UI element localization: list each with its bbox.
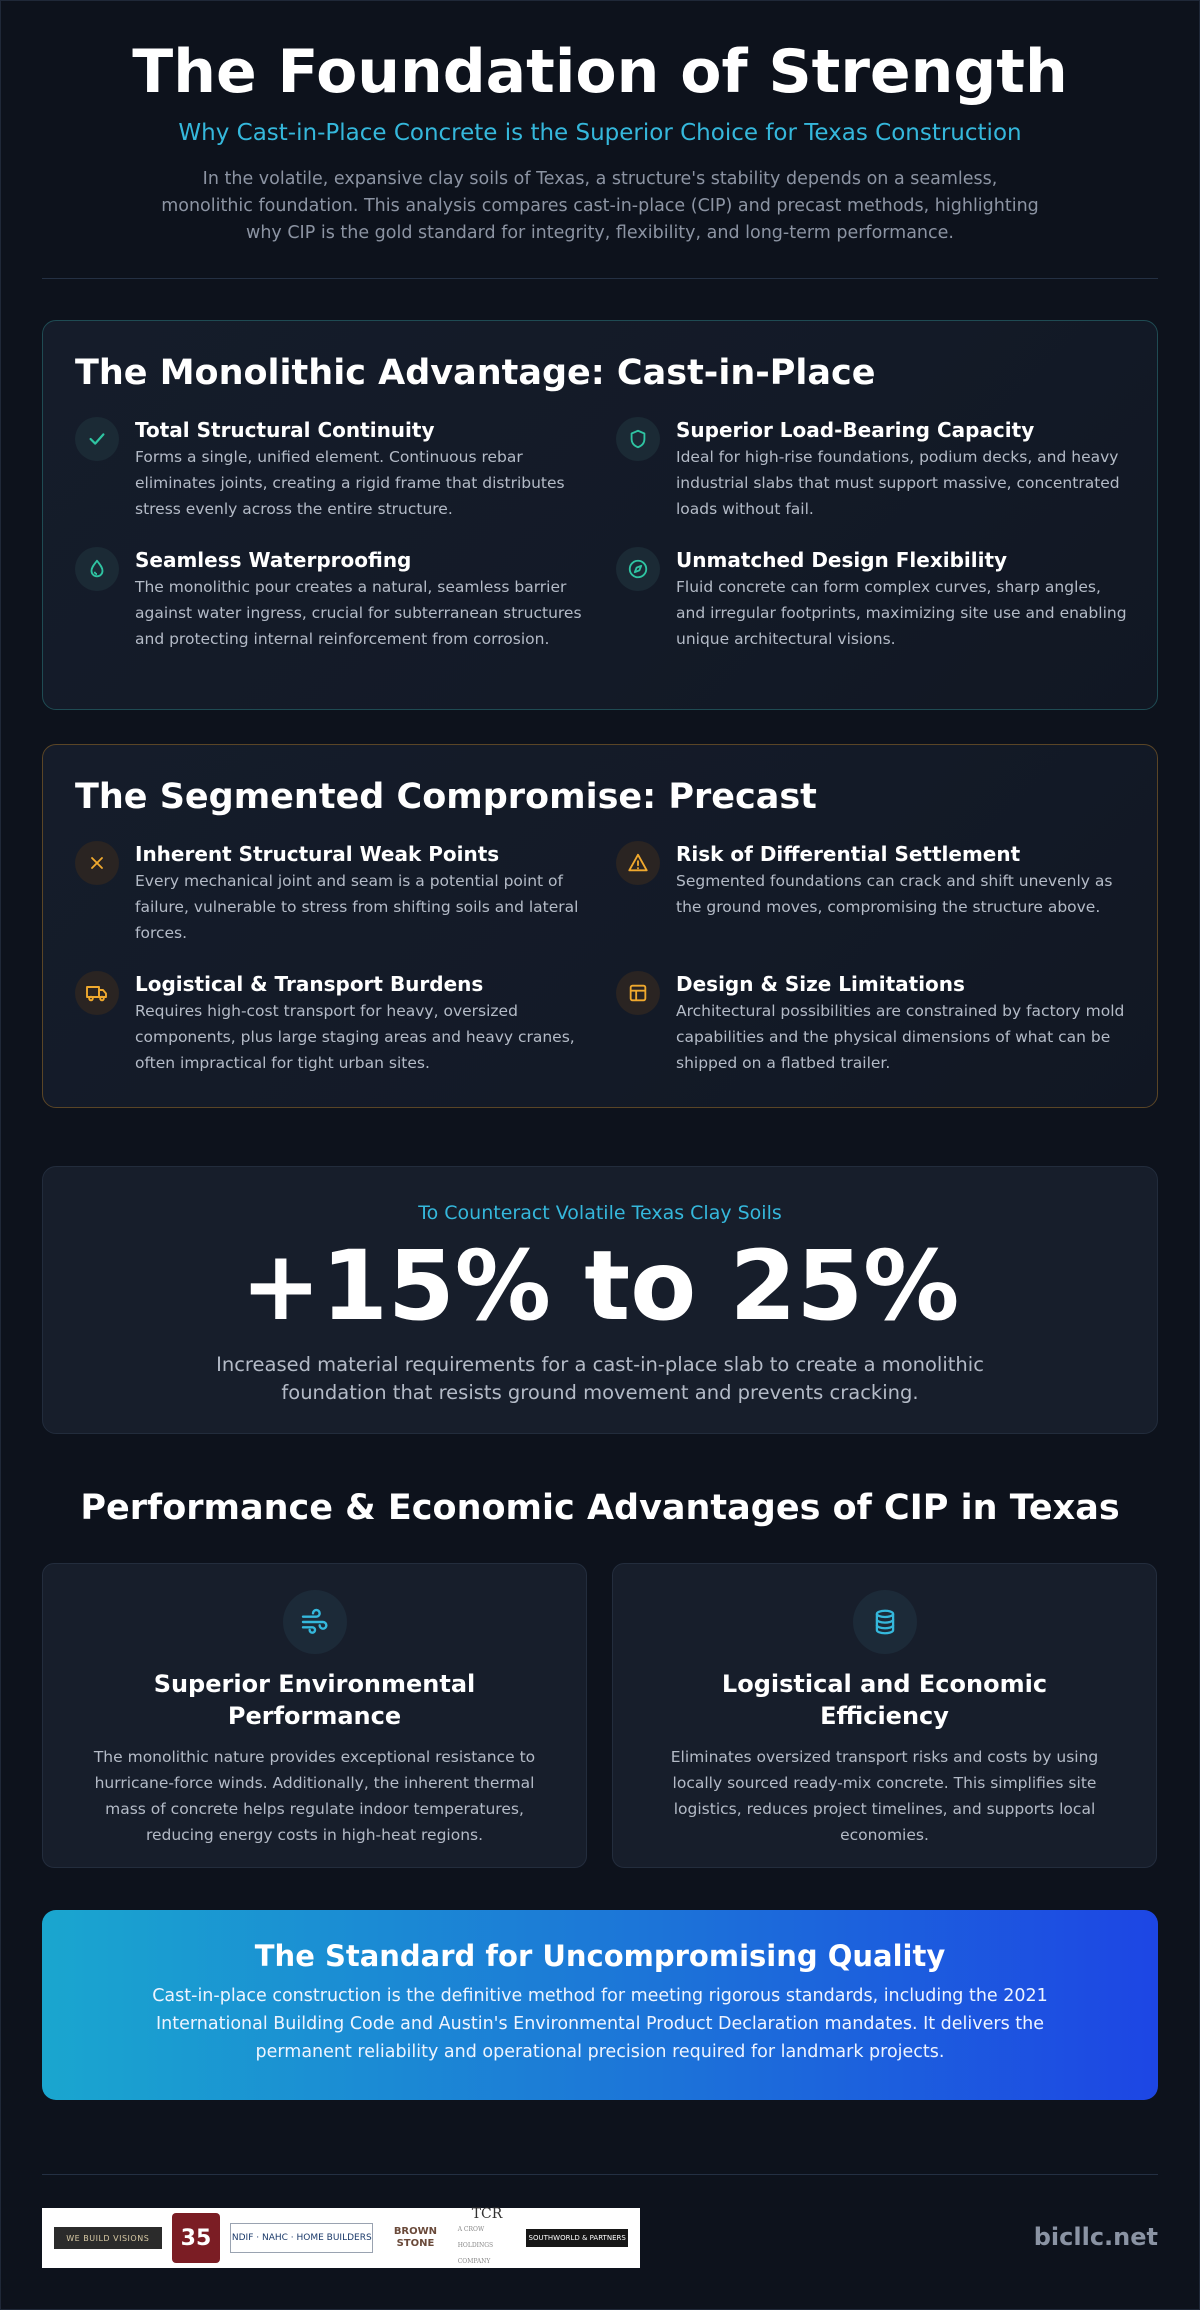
association-logos: NDIF · NAHC · HOME BUILDERS [230, 2223, 374, 2253]
page-subtitle: Why Cast-in-Place Concrete is the Superi… [178, 120, 1022, 146]
performance-card: Superior Environmental Performance The m… [42, 1563, 587, 1868]
x-icon [75, 841, 119, 885]
anniversary-logo: 35 [171, 2213, 221, 2263]
page-title: The Foundation of Strength [132, 37, 1068, 107]
database-icon [852, 1590, 917, 1654]
feature-title: Logistical & Transport Burdens [135, 972, 484, 996]
feature-title: Risk of Differential Settlement [676, 842, 1021, 866]
partner-logos: WE BUILD VISIONS 35 NDIF · NAHC · HOME B… [42, 2206, 640, 2268]
site-link[interactable]: bicllc.net [1033, 2223, 1158, 2251]
header: The Foundation of Strength Why Cast-in-P… [42, 36, 1158, 247]
stat-value: +15% to 25% [240, 1230, 960, 1342]
precast-panel: The Segmented Compromise: Precast Inhere… [42, 744, 1158, 1108]
performance-card: Logistical and Economic Efficiency Elimi… [612, 1563, 1157, 1868]
card-text: The monolithic nature provides exception… [93, 1748, 536, 1844]
brownstone-word-1: BROWN [393, 2226, 438, 2237]
feature-text: Ideal for high-rise foundations, podium … [676, 448, 1120, 518]
wind-icon [282, 1590, 347, 1654]
truck-icon [75, 971, 119, 1015]
compass-icon [616, 547, 660, 591]
layout-icon [616, 971, 660, 1015]
footer-divider [42, 2174, 1158, 2175]
feature-title: Design & Size Limitations [676, 972, 965, 996]
cip-panel-title: The Monolithic Advantage: Cast-in-Place [75, 353, 876, 393]
banner-title: The Standard for Uncompromising Quality [254, 1939, 946, 1973]
card-title: Logistical and Economic Efficiency [721, 1670, 1048, 1730]
header-divider [42, 278, 1158, 279]
warning-icon [616, 841, 660, 885]
stat-description: Increased material requirements for a ca… [216, 1353, 984, 1404]
intro-text: In the volatile, expansive clay soils of… [161, 169, 1039, 243]
quality-banner: The Standard for Uncompromising Quality … [42, 1910, 1158, 2100]
feature-text: Architectural possibilities are constrai… [676, 1002, 1125, 1072]
tcr-tagline: A CROW HOLDINGS COMPANY [457, 2226, 494, 2265]
stat-lead: To Counteract Volatile Texas Clay Soils [418, 1202, 782, 1224]
feature-text: Every mechanical joint and seam is a pot… [135, 872, 579, 942]
tcr-logo: TCR A CROW HOLDINGS COMPANY [458, 2206, 517, 2265]
feature-text: Segmented foundations can crack and shif… [676, 872, 1113, 916]
tcr-wordmark: TCR [471, 2206, 503, 2222]
performance-title: Performance & Economic Advantages of CIP… [80, 1488, 1120, 1528]
feature-text: Forms a single, unified element. Continu… [135, 448, 565, 518]
stat-box: To Counteract Volatile Texas Clay Soils … [42, 1166, 1158, 1434]
precast-panel-title: The Segmented Compromise: Precast [75, 777, 817, 817]
feature-title: Unmatched Design Flexibility [676, 548, 1008, 572]
feature-title: Seamless Waterproofing [135, 548, 412, 572]
feature-title: Superior Load-Bearing Capacity [676, 418, 1035, 442]
feature-text: Requires high-cost transport for heavy, … [135, 1002, 575, 1072]
feature-text: The monolithic pour creates a natural, s… [135, 578, 582, 648]
brownstone-logo: BROWN STONE [383, 2214, 448, 2262]
feature-text: Fluid concrete can form complex curves, … [676, 578, 1127, 648]
brownstone-word-2: STONE [396, 2238, 435, 2249]
vision-logo: WE BUILD VISIONS [54, 2227, 162, 2249]
feature-title: Inherent Structural Weak Points [135, 842, 500, 866]
banner-text: Cast-in-place construction is the defini… [152, 1986, 1048, 2062]
shield-icon [616, 417, 660, 461]
card-text: Eliminates oversized transport risks and… [670, 1748, 1099, 1844]
droplet-icon [75, 547, 119, 591]
check-icon [75, 417, 119, 461]
southworld-logo: SOUTHWORLD & PARTNERS [526, 2229, 628, 2247]
card-title: Superior Environmental Performance [153, 1670, 476, 1730]
feature-title: Total Structural Continuity [135, 418, 435, 442]
cip-panel: The Monolithic Advantage: Cast-in-Place … [42, 320, 1158, 710]
